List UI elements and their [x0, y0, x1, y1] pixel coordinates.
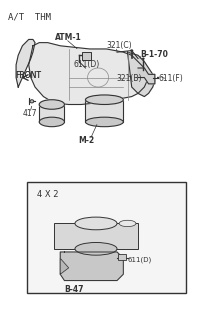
Polygon shape: [128, 52, 155, 97]
Ellipse shape: [75, 217, 117, 230]
Text: B-47: B-47: [65, 285, 84, 294]
Polygon shape: [39, 105, 65, 122]
Ellipse shape: [85, 117, 123, 127]
Ellipse shape: [142, 58, 145, 60]
Polygon shape: [16, 39, 35, 87]
Ellipse shape: [39, 117, 65, 127]
Text: 611(F): 611(F): [158, 74, 183, 83]
FancyBboxPatch shape: [118, 254, 127, 260]
Text: 321(B): 321(B): [116, 74, 141, 83]
Polygon shape: [29, 43, 148, 105]
Ellipse shape: [130, 49, 133, 52]
Ellipse shape: [39, 100, 65, 109]
Ellipse shape: [119, 220, 136, 227]
Ellipse shape: [75, 243, 117, 255]
Text: A/T  THM: A/T THM: [8, 12, 51, 21]
Polygon shape: [60, 258, 69, 274]
Text: B-1-70: B-1-70: [140, 50, 168, 59]
Ellipse shape: [30, 100, 34, 103]
Text: 611(D): 611(D): [128, 257, 152, 263]
Ellipse shape: [157, 77, 159, 78]
Text: 417: 417: [22, 109, 37, 118]
FancyBboxPatch shape: [27, 182, 186, 293]
Text: FRONT: FRONT: [15, 71, 41, 80]
Polygon shape: [138, 68, 155, 84]
Polygon shape: [54, 223, 138, 249]
Text: 4 X 2: 4 X 2: [37, 190, 59, 199]
FancyBboxPatch shape: [82, 52, 91, 60]
Text: 321(C): 321(C): [106, 41, 132, 50]
Text: FRONT: FRONT: [15, 71, 41, 80]
Polygon shape: [60, 252, 123, 281]
Text: M-2: M-2: [78, 136, 94, 146]
Ellipse shape: [85, 95, 123, 105]
Text: 611(D): 611(D): [74, 60, 100, 69]
Polygon shape: [85, 100, 123, 122]
Text: ATM-1: ATM-1: [55, 33, 82, 42]
